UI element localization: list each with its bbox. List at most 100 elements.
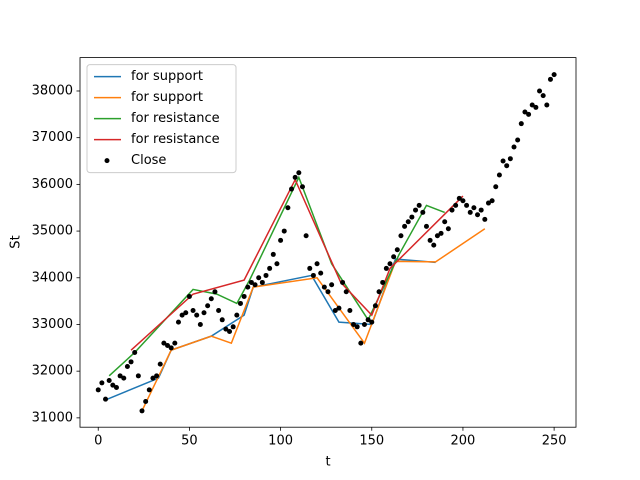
- scatter-point: [500, 158, 506, 164]
- scatter-point: [165, 342, 171, 348]
- scatter-point: [281, 228, 287, 234]
- scatter-point: [227, 328, 233, 334]
- scatter-point: [310, 272, 316, 278]
- scatter-point: [398, 233, 404, 239]
- legend-marker: [104, 158, 110, 164]
- scatter-point: [391, 254, 397, 260]
- scatter-point: [219, 317, 225, 323]
- scatter-point: [533, 104, 539, 110]
- scatter-point: [537, 88, 543, 94]
- scatter-point: [540, 93, 546, 99]
- scatter-point: [442, 219, 448, 225]
- scatter-point: [168, 345, 174, 351]
- scatter-point: [197, 321, 203, 327]
- scatter-point: [241, 293, 247, 299]
- scatter-point: [464, 202, 470, 208]
- scatter-point: [507, 156, 513, 162]
- scatter-point: [143, 399, 149, 405]
- scatter-point: [511, 144, 517, 150]
- scatter-point: [208, 296, 214, 302]
- scatter-point: [445, 226, 451, 232]
- scatter-point: [190, 307, 196, 313]
- scatter-point: [278, 237, 284, 243]
- scatter-point: [139, 408, 145, 414]
- scatter-point: [372, 303, 378, 309]
- scatter-point: [201, 310, 207, 316]
- x-tick-label: 0: [94, 434, 102, 449]
- series-line: [108, 175, 445, 377]
- scatter-point: [526, 111, 532, 117]
- scatter-point: [449, 207, 455, 213]
- scatter-point: [354, 324, 360, 330]
- scatter-point: [544, 102, 550, 108]
- scatter-point: [383, 265, 389, 271]
- legend-label: for resistance: [131, 132, 220, 147]
- scatter-point: [299, 184, 305, 190]
- y-tick-label: 38000: [32, 83, 73, 98]
- x-tick-label: 150: [359, 434, 384, 449]
- scatter-point: [186, 293, 192, 299]
- legend-label: for resistance: [131, 111, 220, 126]
- scatter-point: [482, 216, 488, 222]
- scatter-point: [175, 319, 181, 325]
- scatter-point: [128, 359, 134, 365]
- scatter-point: [332, 307, 338, 313]
- scatter-point: [248, 279, 254, 285]
- scatter-point: [289, 186, 295, 192]
- scatter-point: [99, 380, 105, 386]
- scatter-point: [161, 340, 167, 346]
- scatter-point: [234, 312, 240, 318]
- y-tick-label: 34000: [32, 270, 73, 285]
- scatter-point: [95, 387, 101, 393]
- scatter-point: [460, 198, 466, 204]
- scatter-point: [438, 230, 444, 236]
- scatter-point: [179, 312, 185, 318]
- scatter-point: [183, 310, 189, 316]
- scatter-point: [212, 289, 218, 295]
- scatter-point: [285, 205, 291, 211]
- scatter-point: [256, 275, 262, 281]
- scatter-point: [471, 205, 477, 211]
- scatter-point: [485, 200, 491, 206]
- scatter-point: [124, 363, 130, 369]
- scatter-point: [263, 272, 269, 278]
- scatter-point: [157, 361, 163, 367]
- scatter-point: [103, 396, 109, 402]
- scatter-point: [292, 174, 298, 180]
- scatter-point: [475, 212, 481, 218]
- scatter-point: [194, 312, 200, 318]
- legend-label: for support: [131, 90, 203, 105]
- scatter-point: [259, 279, 265, 285]
- scatter-point: [387, 261, 393, 267]
- scatter-point: [245, 284, 251, 290]
- scatter-point: [402, 223, 408, 229]
- scatter-point: [420, 209, 426, 215]
- scatter-point: [252, 282, 258, 288]
- scatter-point: [274, 261, 280, 267]
- scatter-point: [518, 121, 524, 127]
- scatter-point: [361, 321, 367, 327]
- scatter-point: [427, 237, 433, 243]
- scatter-point: [434, 233, 440, 239]
- legend-label: for support: [131, 69, 203, 84]
- x-tick-label: 200: [451, 434, 476, 449]
- scatter-point: [267, 265, 273, 271]
- scatter-point: [405, 219, 411, 225]
- scatter-point: [150, 375, 156, 381]
- scatter-point: [318, 270, 324, 276]
- scatter-point: [237, 300, 243, 306]
- x-tick-label: 50: [181, 434, 198, 449]
- scatter-point: [478, 207, 484, 213]
- scatter-point: [329, 282, 335, 288]
- scatter-point: [365, 317, 371, 323]
- scatter-point: [205, 303, 211, 309]
- scatter-point: [343, 289, 349, 295]
- scatter-point: [135, 373, 141, 379]
- x-tick-label: 250: [542, 434, 567, 449]
- scatter-point: [216, 307, 222, 313]
- scatter-point: [121, 375, 127, 381]
- axes-frame: [79, 57, 577, 428]
- scatter-point: [358, 340, 364, 346]
